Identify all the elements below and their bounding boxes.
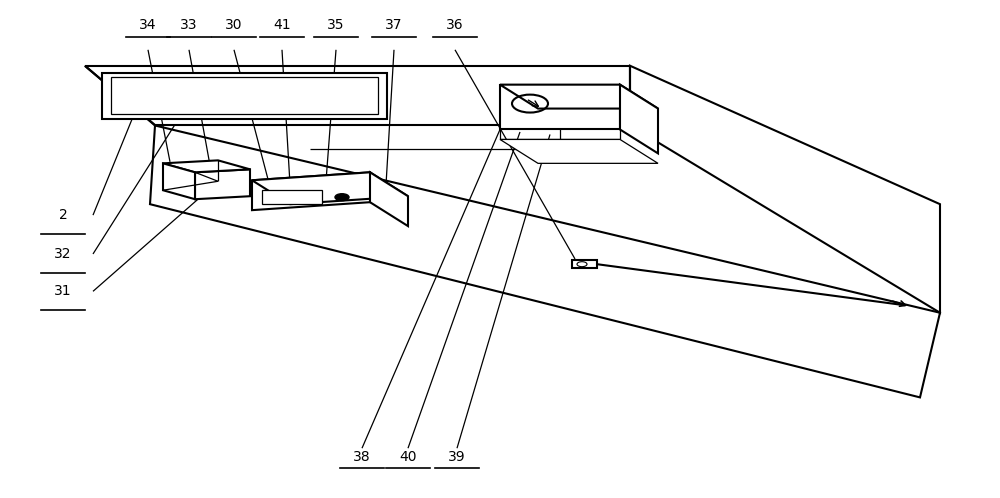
Text: 38: 38 [353, 450, 371, 464]
Text: 30: 30 [225, 18, 243, 32]
Polygon shape [163, 160, 250, 172]
Polygon shape [150, 125, 940, 397]
Polygon shape [630, 66, 940, 313]
Text: 40: 40 [399, 450, 417, 464]
Text: 32: 32 [54, 247, 72, 261]
Polygon shape [163, 163, 195, 199]
Polygon shape [195, 169, 250, 199]
Polygon shape [252, 172, 370, 210]
Text: 34: 34 [139, 18, 157, 32]
Text: 35: 35 [327, 18, 345, 32]
Text: 41: 41 [273, 18, 291, 32]
Text: 36: 36 [446, 18, 464, 32]
Polygon shape [85, 66, 630, 125]
Bar [500, 85, 620, 129]
Polygon shape [370, 172, 408, 226]
Text: 2: 2 [59, 208, 67, 222]
Text: 37: 37 [385, 18, 403, 32]
Polygon shape [620, 85, 658, 153]
Bar [262, 190, 322, 204]
Text: 31: 31 [54, 284, 72, 298]
Polygon shape [500, 139, 658, 163]
Text: 33: 33 [180, 18, 198, 32]
Bar [102, 73, 387, 119]
Polygon shape [252, 172, 408, 204]
Bar [572, 260, 597, 268]
Text: 39: 39 [448, 450, 466, 464]
Polygon shape [500, 85, 658, 109]
Bar [111, 77, 378, 114]
Circle shape [335, 194, 349, 201]
